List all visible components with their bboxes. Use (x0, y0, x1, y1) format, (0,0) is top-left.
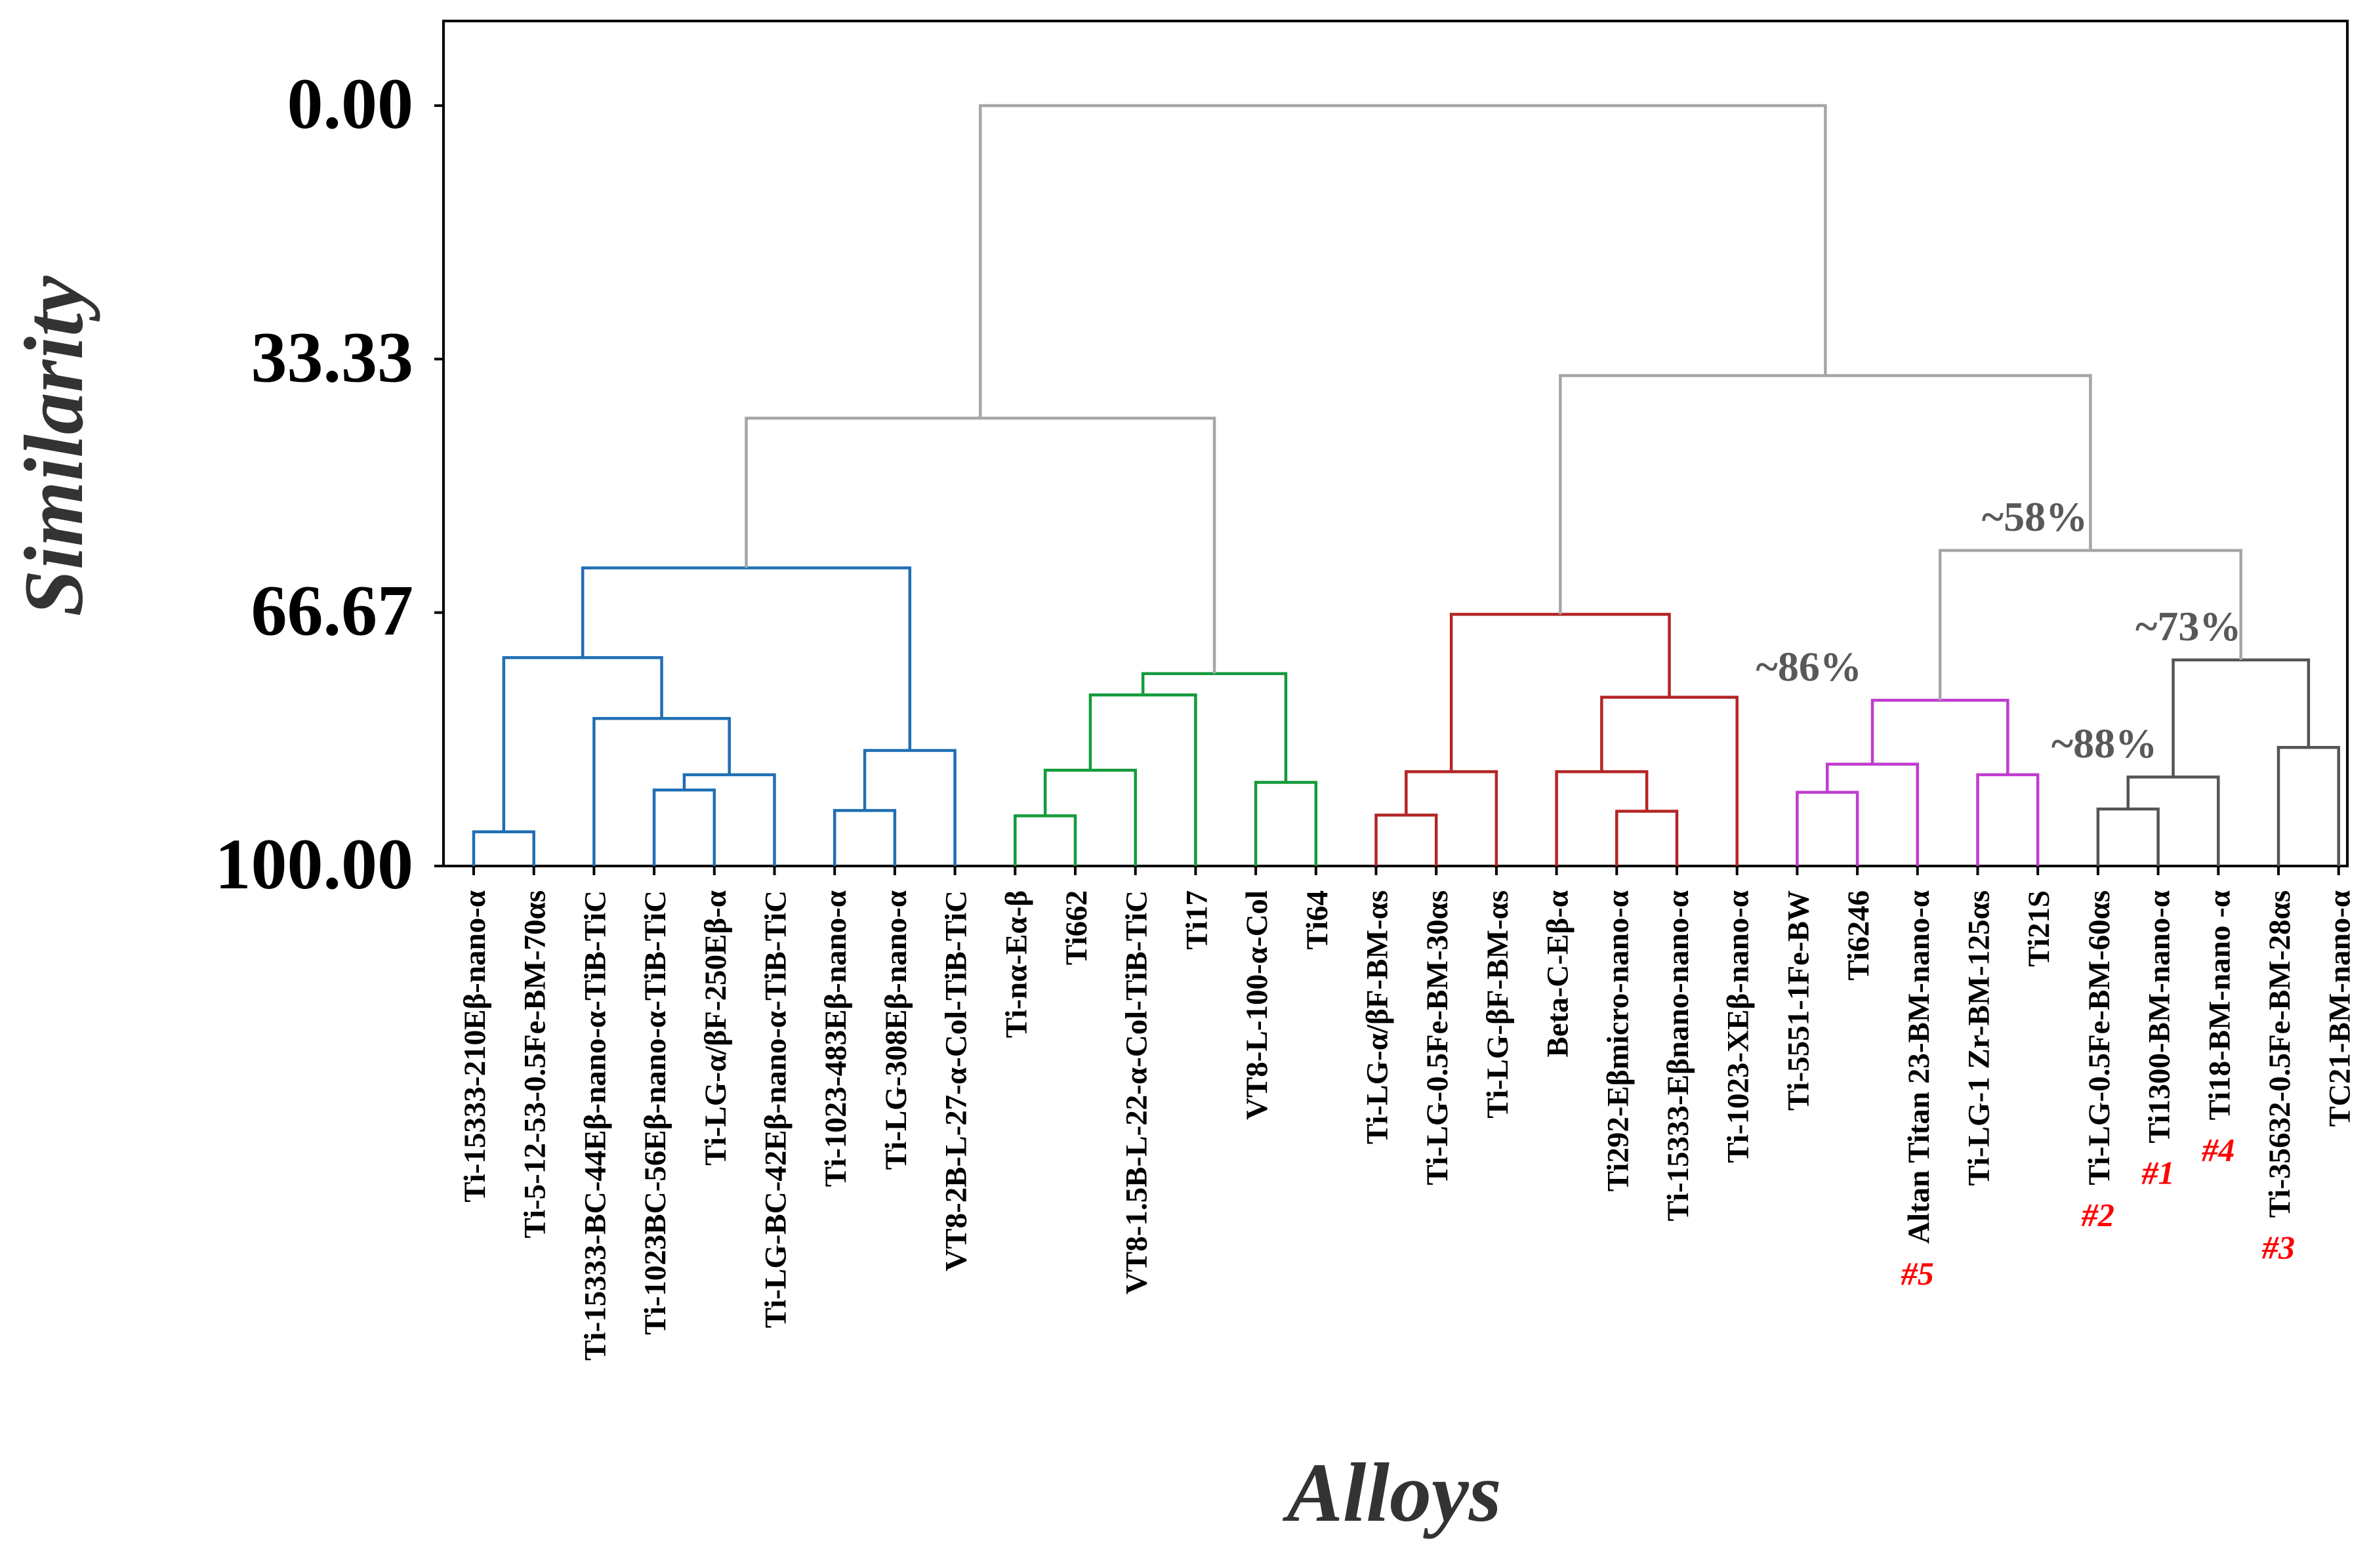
similarity-annotation: ~73% (2135, 603, 2241, 650)
dendrogram-link (1141, 672, 1288, 783)
dendrogram-link (1976, 773, 2040, 866)
leaf-label: Ti-LG-βF-BM-αs (1481, 890, 1515, 1119)
leaf-label: Ti64 (1300, 890, 1334, 950)
leaf-label: TC21-BM-nano-α (2323, 890, 2357, 1126)
leaf-label: Ti21S (2022, 890, 2056, 967)
leaf-label: Ti-1023-XEβ-nano-α (1721, 890, 1756, 1163)
dendrogram-links (472, 104, 2340, 866)
dendrogram-link (1615, 810, 1679, 866)
leaf-label: Beta-C-Eβ-α (1541, 890, 1575, 1058)
dendrogram-link (1088, 693, 1197, 866)
dendrogram-link (1014, 814, 1077, 866)
leaf-label: Ti-nα-Eα-β (999, 890, 1033, 1038)
leaf-label: Ti-LG-BC-42Eβ-nano-α-TiB-TiC (759, 890, 793, 1328)
leaf-label: Ti292-Eβmicro-nano-α (1601, 890, 1635, 1191)
dendrogram-link (863, 749, 957, 866)
leaf-labels: Ti-15333-210Eβ-nano-α Ti-5-12-53-0.5Fe-BM… (458, 866, 2357, 1361)
leaf-label: Ti-35632-0.5Fe-BM-28αs (2263, 890, 2297, 1218)
y-tick-label: 66.67 (251, 571, 414, 651)
leaf-label: Ti6246 (1842, 890, 1876, 981)
dendrogram-link (1254, 781, 1318, 866)
leaf-label: Ti17 (1180, 890, 1214, 950)
leaf-label: Ti-LG-α/βF-250Eβ-α (699, 890, 733, 1166)
leaf-tag: #3 (2261, 1229, 2295, 1266)
leaf-tag: #2 (2081, 1197, 2114, 1233)
leaf-label: Ti-15333-Eβnano-nano-α (1661, 890, 1695, 1222)
dendrogram-link (502, 656, 663, 832)
y-tick-label: 0.00 (287, 64, 414, 144)
leaf-label: Ti-1023-483Eβ-nano-α (819, 890, 853, 1187)
dendrogram-link (682, 773, 776, 866)
dendrogram-link (833, 809, 897, 866)
dendrogram-link (1374, 814, 1438, 866)
y-axis: 0.00 33.33 66.67 100.00 (215, 64, 443, 904)
leaf-label: Ti-LG-α/βF-BM-αs (1361, 890, 1395, 1144)
leaf-tag: #5 (1901, 1255, 1934, 1292)
dendrogram-link (592, 716, 731, 866)
dendrogram-link (979, 104, 1827, 419)
annotations: ~58% ~73% ~86% ~88% (1756, 493, 2242, 766)
dendrogram-link (2276, 745, 2340, 866)
leaf-label: Ti-LG-308Eβ-nano-α (879, 890, 913, 1170)
leaf-label: Ti18-BM-nano -α (2202, 890, 2236, 1120)
leaf-label: Ti-1023BC-56Eβ-nano-α-TiB-TiC (638, 890, 672, 1335)
leaf-label: Ti-5551-1Fe-BW (1781, 890, 1815, 1111)
dendrogram-link (1043, 768, 1137, 866)
dendrogram-link (1555, 770, 1649, 866)
dendrogram-link (2096, 807, 2160, 866)
leaf-label: Altan Titan 23-BM-nano-α (1902, 890, 1936, 1244)
leaf-label: Ti-LG-1 Zr-BM-125αs (1962, 890, 1996, 1186)
dendrogram-link (472, 830, 535, 866)
dendrogram-link (1870, 699, 2009, 775)
dendrogram-link (1600, 695, 1739, 866)
plot-frame (442, 20, 2349, 867)
dendrogram-link (745, 417, 1216, 674)
similarity-annotation: ~88% (2051, 720, 2157, 766)
dendrogram-link (1405, 770, 1498, 866)
leaf-label: VT8-1.5B-L-22-α-Col-TiB-TiC (1120, 890, 1154, 1294)
x-axis-title: Alloys (1282, 1446, 1501, 1539)
dendrogram-link (581, 566, 912, 751)
leaf-label: Ti-LG-0.5Fe-BM-60αs (2082, 890, 2116, 1186)
leaf-label: Ti662 (1060, 890, 1094, 965)
y-tick-label: 33.33 (251, 317, 414, 397)
leaf-tag: #4 (2201, 1131, 2235, 1168)
leaf-label: Ti-5-12-53-0.5Fe-BM-70αs (518, 890, 552, 1239)
leaf-label: VT8-L-100-α-Col (1240, 890, 1274, 1120)
dendrogram-link (2126, 775, 2220, 866)
leaf-tag: #1 (2141, 1155, 2175, 1191)
y-axis-title: Similarity (7, 275, 100, 616)
leaf-label: Ti-15333-BC-44Eβ-nano-α-TiB-TiC (578, 890, 612, 1361)
similarity-annotation: ~86% (1756, 643, 1862, 690)
dendrogram-link (2172, 658, 2311, 777)
y-tick-label: 100.00 (215, 824, 414, 904)
similarity-annotation: ~58% (1982, 493, 2088, 540)
leaf-label: Ti-LG-0.5Fe-BM-30αs (1420, 890, 1454, 1186)
dendrogram-link (652, 788, 716, 866)
dendrogram-link (1449, 613, 1671, 772)
leaf-label: Ti1300-BM-nano-α (2143, 890, 2177, 1144)
leaf-label: VT8-2B-L-27-α-Col-TiB-TiC (939, 890, 974, 1271)
leaf-label: Ti-15333-210Eβ-nano-α (458, 890, 492, 1203)
dendrogram-link (1826, 762, 1920, 866)
dendrogram-link (1796, 791, 1859, 866)
